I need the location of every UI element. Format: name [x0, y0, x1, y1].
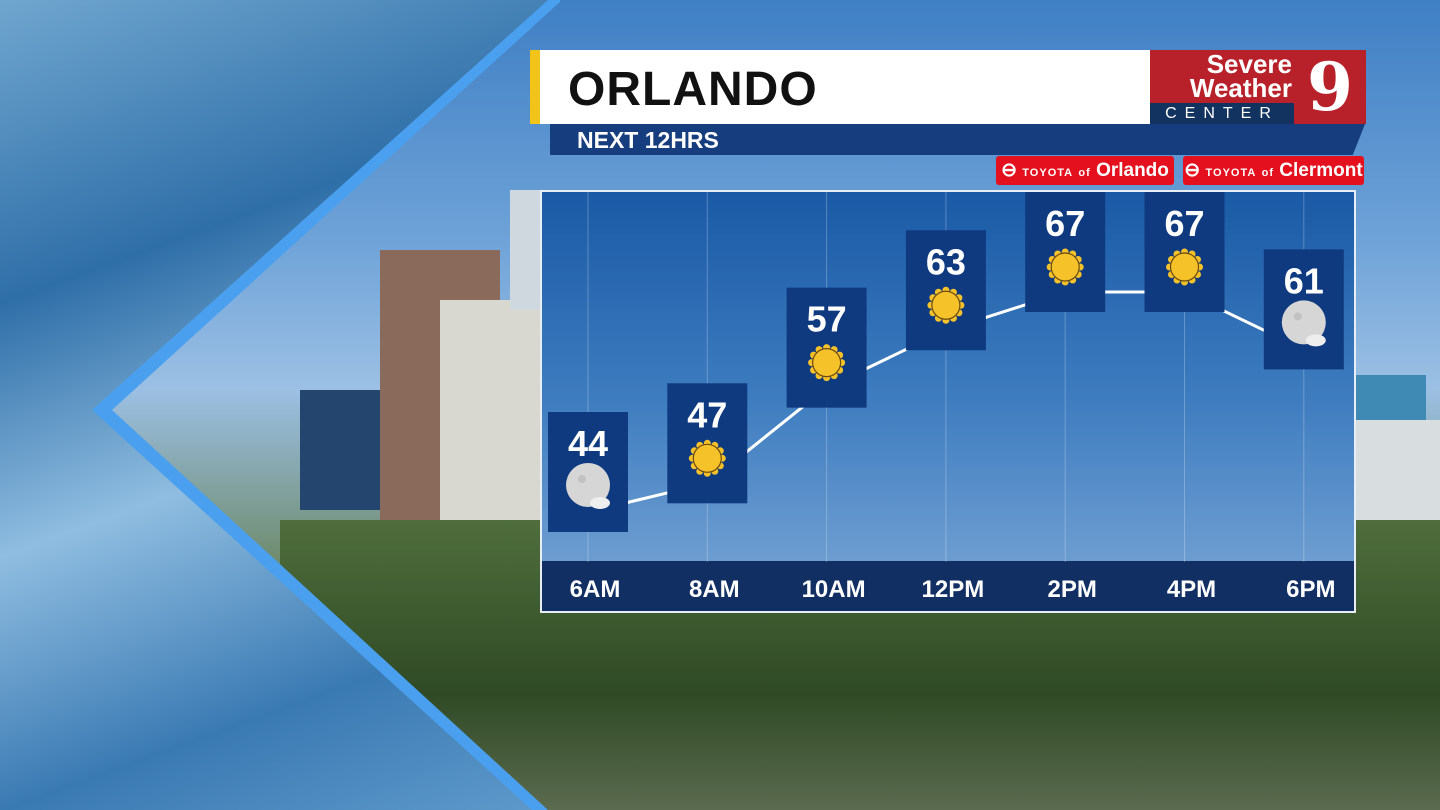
temperature-value: 67	[1164, 203, 1204, 244]
subtitle-bar: NEXT 12HRS	[550, 124, 1365, 155]
page-title: ORLANDO	[568, 63, 818, 116]
sponsor-of: of	[1078, 167, 1091, 179]
temperature-value: 47	[687, 394, 727, 435]
sponsor-toyota-orlando: ⊖ TOYOTA of Orlando	[996, 156, 1174, 185]
logo-number: 9	[1307, 48, 1353, 126]
temperature-box: 44	[548, 412, 628, 532]
temperature-box: 67	[1025, 192, 1106, 312]
logo-line1: Severe	[1206, 49, 1292, 79]
sun-icon	[808, 344, 846, 382]
sponsor-brand: TOYOTA	[1022, 167, 1074, 179]
temperature-value: 57	[807, 299, 847, 340]
toyota-logo-icon: ⊖	[1001, 160, 1023, 181]
time-label: 4PM	[1167, 576, 1216, 603]
temperature-value: 61	[1284, 260, 1324, 301]
sponsor-brand: TOYOTA	[1205, 167, 1257, 179]
temperature-box: 47	[667, 383, 748, 504]
temperature-value: 44	[568, 423, 608, 464]
temperature-value: 67	[1045, 203, 1085, 244]
sun-icon	[1166, 248, 1203, 286]
time-label: 6PM	[1286, 576, 1335, 603]
sponsor-of: of	[1261, 167, 1274, 179]
toyota-logo-icon: ⊖	[1184, 160, 1206, 181]
temperature-box: 57	[786, 287, 867, 408]
time-label: 10AM	[802, 576, 866, 603]
moon-icon	[566, 463, 610, 509]
moon-icon	[1281, 300, 1326, 347]
sun-icon	[927, 286, 965, 324]
logo-line3: CENTER	[1150, 103, 1294, 124]
hourly-chart-panel: 44 47 57 63 67 67 61 6AM 8AM 10AM 12PM 2PM 4PM 6PM	[540, 190, 1356, 613]
temperature-box: 63	[905, 230, 986, 351]
subtitle: NEXT 12HRS	[577, 127, 719, 153]
temperature-box: 61	[1263, 249, 1344, 370]
logo-line2: Weather	[1189, 73, 1292, 103]
sun-icon	[1046, 248, 1084, 286]
sponsor-place: Orlando	[1096, 160, 1169, 181]
city-skyline-background	[280, 180, 1440, 620]
title-bar: ORLANDO	[530, 50, 1150, 124]
time-label: 12PM	[922, 576, 985, 603]
sponsor-toyota-clermont: ⊖ TOYOTA of Clermont	[1183, 156, 1364, 185]
temperature-box: 67	[1144, 192, 1225, 312]
time-axis-bar	[542, 561, 1354, 611]
severe-weather-center-logo: Severe Weather CENTER 9	[1150, 50, 1366, 124]
time-label: 8AM	[689, 576, 740, 603]
sponsor-place: Clermont	[1279, 160, 1363, 181]
temperature-chart: 44 47 57 63 67 67 61 6AM 8AM 10AM 12PM 2PM 4PM 6PM	[548, 192, 1344, 603]
time-label: 6AM	[570, 576, 621, 603]
time-label: 2PM	[1048, 576, 1097, 603]
temperature-value: 63	[926, 241, 966, 282]
sun-icon	[688, 439, 726, 477]
